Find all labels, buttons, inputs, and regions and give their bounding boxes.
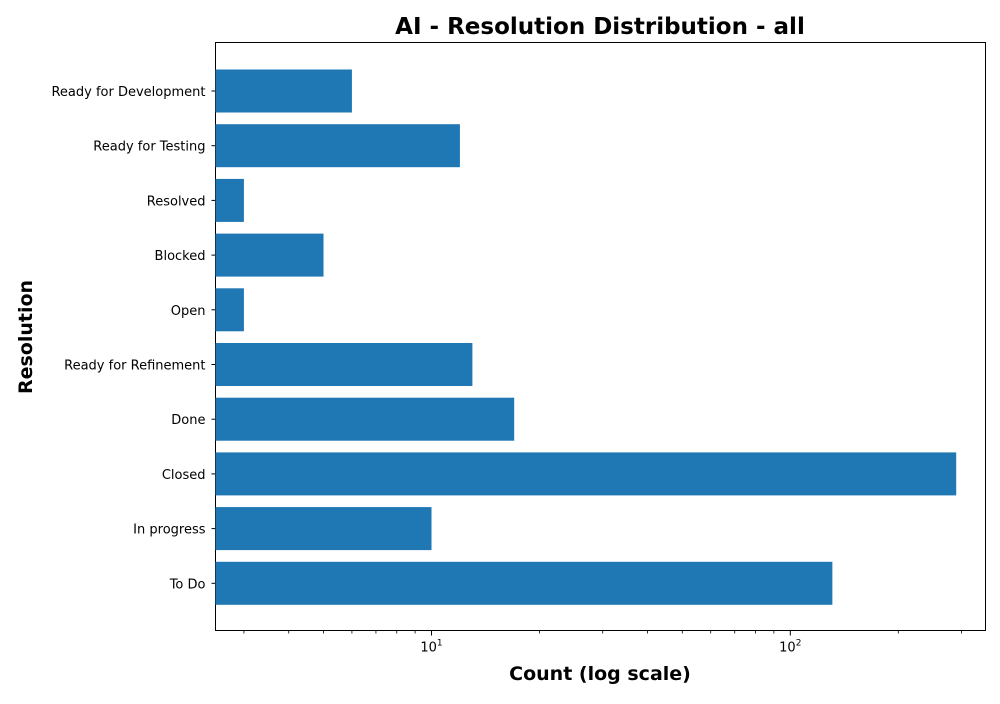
- y-tick-label-ready-for-refinement: Ready for Refinement: [64, 359, 205, 374]
- bar-blocked: [215, 233, 324, 277]
- bar-to-do: [215, 561, 833, 605]
- bar-ready-for-refinement: [215, 343, 473, 386]
- bar-ready-for-development: [215, 69, 352, 113]
- y-tick-label-blocked: Blocked: [155, 249, 206, 264]
- chart-title: AI - Resolution Distribution - all: [395, 14, 805, 40]
- y-axis-label: Resolution: [15, 280, 37, 394]
- y-tick-label-in-progress: In progress: [133, 523, 206, 538]
- bars-group: [215, 69, 957, 605]
- y-tick-label-resolved: Resolved: [147, 194, 206, 209]
- bar-open: [215, 288, 244, 332]
- x-axis-label: Count (log scale): [509, 663, 691, 685]
- bar-closed: [215, 452, 957, 496]
- bar-ready-for-testing: [215, 124, 460, 168]
- y-tick-label-closed: Closed: [162, 468, 206, 483]
- x-tick-label: 102: [779, 639, 801, 656]
- x-axis-ticks: 101 102: [243, 630, 962, 656]
- y-tick-label-ready-for-development: Ready for Development: [51, 85, 205, 100]
- y-tick-label-ready-for-testing: Ready for Testing: [93, 140, 205, 155]
- bar-done: [215, 397, 515, 441]
- x-tick-label: 101: [420, 639, 442, 656]
- y-axis-ticks: Ready for Development Ready for Testing Re…: [51, 85, 216, 592]
- bar-in-progress: [215, 507, 432, 551]
- bar-resolved: [215, 178, 244, 222]
- y-tick-label-done: Done: [171, 413, 205, 428]
- y-tick-label-to-do: To Do: [169, 577, 206, 592]
- plot-area-frame: [215, 42, 986, 631]
- y-tick-label-open: Open: [171, 304, 206, 319]
